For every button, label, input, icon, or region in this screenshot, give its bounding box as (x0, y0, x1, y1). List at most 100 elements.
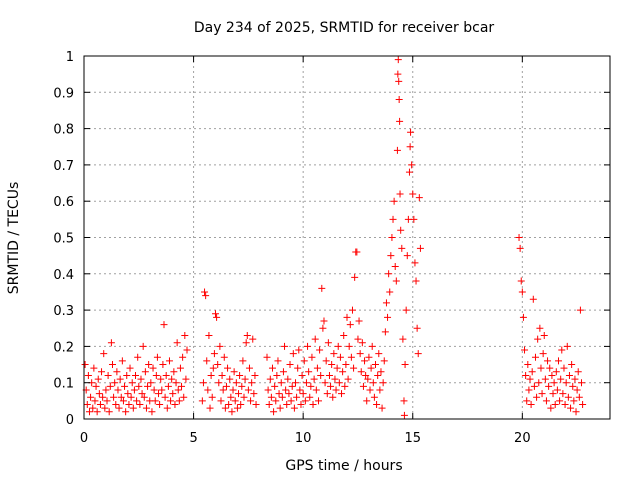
y-tick-label: 0.3 (53, 304, 74, 319)
data-point (181, 332, 189, 340)
data-point (388, 234, 396, 241)
x-tick-label: 20 (514, 431, 531, 446)
data-point (365, 353, 373, 361)
data-point (380, 357, 388, 365)
x-tick-label: 5 (189, 431, 197, 446)
data-point (243, 332, 251, 340)
data-point (206, 404, 214, 412)
data-point (548, 371, 556, 379)
data-point (161, 393, 169, 401)
data-point (389, 215, 397, 223)
data-point (264, 386, 272, 394)
data-point (339, 368, 347, 376)
data-point (545, 382, 553, 390)
data-point (118, 357, 126, 365)
data-point (134, 353, 142, 361)
data-point (411, 259, 419, 267)
data-point (355, 317, 363, 325)
data-point (162, 371, 170, 379)
data-point (400, 397, 408, 405)
data-point (538, 390, 546, 398)
data-point (405, 168, 413, 176)
data-point (224, 364, 232, 372)
data-point (312, 386, 320, 394)
data-point (167, 397, 175, 405)
data-point (169, 390, 177, 398)
data-point (274, 357, 282, 365)
data-point (94, 375, 102, 383)
data-point (104, 371, 112, 379)
data-point (574, 368, 582, 376)
data-point (172, 379, 180, 387)
data-point (153, 353, 161, 361)
data-point (148, 408, 156, 416)
data-point (376, 386, 384, 394)
data-point (157, 375, 165, 383)
data-point (528, 368, 536, 376)
data-point (141, 368, 149, 376)
data-point (311, 335, 319, 343)
data-point (119, 397, 127, 405)
data-point (168, 375, 176, 383)
data-point (108, 361, 116, 369)
data-point (133, 397, 141, 405)
data-point (516, 244, 524, 252)
data-point (265, 400, 273, 408)
data-point (333, 364, 341, 372)
data-point (151, 397, 159, 405)
data-point (117, 393, 125, 401)
data-point (315, 397, 323, 405)
data-point (536, 324, 544, 332)
data-point (127, 393, 135, 401)
data-point (135, 382, 143, 390)
data-point (100, 350, 108, 358)
data-point (214, 361, 222, 369)
data-point (106, 382, 114, 390)
data-point (98, 368, 106, 376)
data-point (277, 379, 285, 387)
data-point (294, 364, 302, 372)
data-point (215, 379, 223, 387)
data-point (175, 397, 183, 405)
data-point (150, 386, 158, 394)
data-point (85, 408, 93, 416)
y-tick-label: 0.5 (53, 232, 74, 247)
data-point (553, 386, 561, 394)
data-point (298, 371, 306, 379)
data-point (81, 361, 89, 369)
data-point (267, 393, 275, 401)
data-point (387, 252, 395, 260)
data-point (288, 382, 296, 390)
data-point (232, 379, 240, 387)
chart-title: Day 234 of 2025, SRMTID for receiver bca… (194, 20, 495, 36)
data-point (331, 375, 339, 383)
data-point (199, 379, 207, 387)
data-point (217, 397, 225, 405)
data-point (313, 364, 321, 372)
data-point (522, 371, 530, 379)
data-point (302, 379, 310, 387)
data-point (378, 404, 386, 412)
data-point (347, 353, 355, 361)
data-point (578, 379, 586, 387)
data-point (550, 379, 558, 387)
data-point (220, 353, 228, 361)
data-point (369, 379, 377, 387)
data-point (83, 400, 91, 408)
data-point (113, 368, 121, 376)
data-point (278, 393, 286, 401)
data-point (138, 390, 146, 398)
data-point (212, 310, 219, 318)
data-point (226, 375, 234, 383)
data-point (395, 96, 403, 104)
data-point (89, 404, 97, 412)
data-point (271, 382, 279, 390)
data-point (240, 393, 248, 401)
data-point (381, 328, 389, 336)
data-point (310, 375, 318, 383)
data-point (284, 375, 292, 383)
data-point (350, 364, 358, 372)
x-tick-label: 0 (80, 431, 88, 446)
data-point (93, 408, 101, 416)
